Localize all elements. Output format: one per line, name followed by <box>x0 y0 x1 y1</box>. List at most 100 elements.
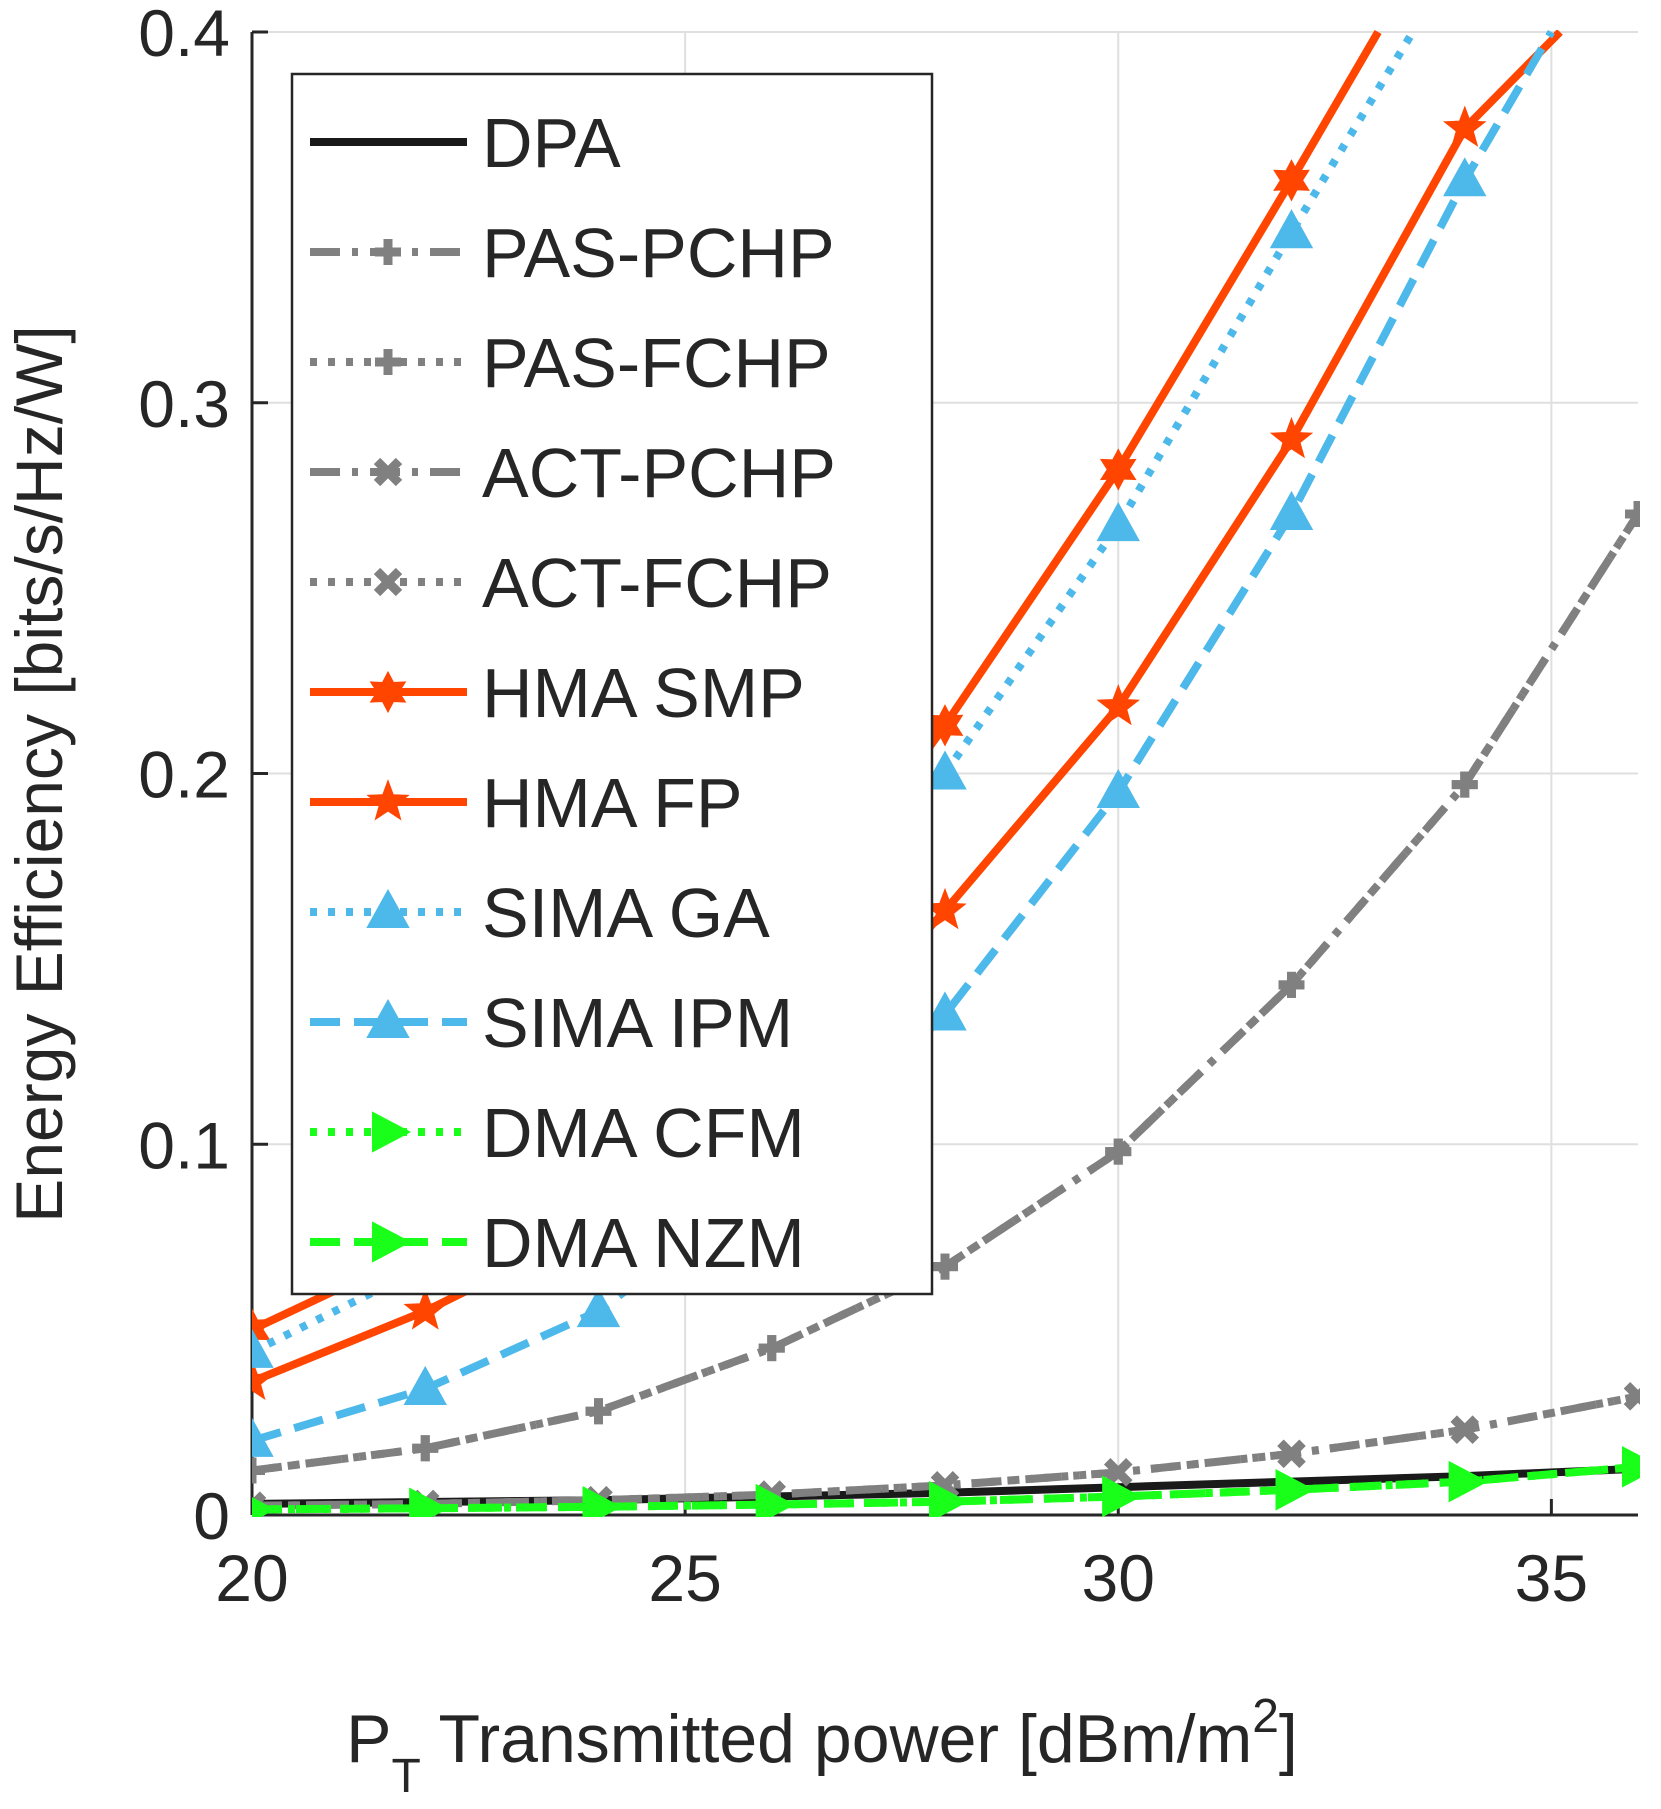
series-line-8 <box>252 30 1555 1445</box>
series-8-point-6 <box>1269 490 1314 530</box>
series-10-point-8 <box>1622 1446 1640 1488</box>
series-dma-nzm <box>252 1446 1640 1517</box>
legend-label-2: PAS-FCHP <box>482 324 831 402</box>
series-8-point-0 <box>252 1417 274 1457</box>
legend-label-0: DPA <box>482 104 621 182</box>
series-8-point-1 <box>403 1365 447 1405</box>
series-line-4 <box>252 1392 1639 1510</box>
legend-marker-4 <box>373 567 403 597</box>
series-4-point-6 <box>1277 1439 1306 1469</box>
legend-label-8: SIMA IPM <box>482 984 793 1062</box>
legend-marker-3 <box>373 457 403 487</box>
series-8-point-2 <box>576 1288 621 1328</box>
legend-entry-6: HMA FP <box>310 764 743 842</box>
legend-marker-8 <box>366 998 410 1038</box>
series-8-point-5 <box>1096 768 1140 809</box>
legend-label-1: PAS-PCHP <box>482 214 835 292</box>
legend-marker-1 <box>375 239 401 265</box>
series-4-point-5 <box>1104 1458 1133 1487</box>
plot-series <box>252 30 1640 1517</box>
x-axis-label-sub: T <box>392 1750 421 1803</box>
y-tick-label-0: 0 <box>193 1479 230 1553</box>
series-6-point-5 <box>1096 683 1141 726</box>
legend-marker-10 <box>372 1221 412 1263</box>
series-2-point-3 <box>758 1335 785 1362</box>
y-tick-label-2: 0.2 <box>138 738 230 812</box>
legend-marker-9 <box>372 1111 412 1153</box>
series-6-point-1 <box>403 1288 448 1330</box>
series-sima-ipm <box>252 30 1555 1457</box>
x-tick-label-20: 20 <box>215 1541 288 1615</box>
series-6-point-7 <box>1442 105 1487 147</box>
series-10-point-0 <box>252 1497 276 1517</box>
series-2-point-8 <box>1625 500 1640 527</box>
y-tick-label-3: 0.3 <box>138 367 230 441</box>
legend-entry-1: PAS-PCHP <box>310 214 835 292</box>
series-8-point-7 <box>1443 157 1487 197</box>
series-7-point-0 <box>252 1328 274 1368</box>
legend-marker-7 <box>366 888 410 928</box>
x-tick-label-30: 30 <box>1082 1541 1155 1615</box>
series-2-point-5 <box>1105 1138 1132 1165</box>
legend-label-5: HMA SMP <box>482 654 805 732</box>
series-10-point-3 <box>755 1483 795 1517</box>
x-axis-label-main: P <box>346 1701 391 1777</box>
series-8-point-4 <box>923 991 967 1031</box>
legend-label-7: SIMA GA <box>482 874 770 952</box>
legend-entry-0: DPA <box>310 104 621 182</box>
series-7-point-6 <box>1269 209 1314 249</box>
series-5-point-5 <box>1099 448 1137 491</box>
y-axis-label: Energy Efficiency [bits/s/Hz/W] <box>2 325 76 1222</box>
legend-entry-3: ACT-PCHP <box>310 434 836 512</box>
series-10-point-1 <box>409 1487 449 1517</box>
x-tick-label-35: 35 <box>1515 1541 1588 1615</box>
x-axis-label: PT Transmitted power [dBm/m2] <box>346 1690 1298 1803</box>
series-pas-fchp <box>252 500 1640 1484</box>
legend-marker-5 <box>369 670 407 714</box>
legend-entry-5: HMA SMP <box>310 654 805 732</box>
series-2-point-1 <box>412 1435 439 1462</box>
series-2-point-4 <box>932 1253 958 1280</box>
legend-label-9: DMA CFM <box>482 1094 805 1172</box>
tick-labels: 20 25 30 35 0 0.1 0.2 0.3 0.4 <box>138 0 1588 1615</box>
legend: DPA PAS-PCHP PAS-FCHP ACT-PCHP ACT-FCHP HMA S… <box>290 72 934 1296</box>
legend-marker-2 <box>375 349 401 375</box>
series-4-point-7 <box>1450 1415 1479 1444</box>
x-axis-label-sup: 2 <box>1252 1690 1279 1743</box>
legend-entry-8: SIMA IPM <box>310 984 793 1062</box>
legend-entry-2: PAS-FCHP <box>310 324 831 402</box>
series-5-point-6 <box>1273 159 1310 202</box>
legend-label-4: ACT-FCHP <box>482 544 832 622</box>
legend-entry-10: DMA NZM <box>310 1204 805 1282</box>
series-2-point-2 <box>585 1398 612 1425</box>
x-tick-label-25: 25 <box>648 1541 721 1615</box>
series-7-point-4 <box>923 750 967 790</box>
series-line-2 <box>252 511 1640 1475</box>
x-axis-label-rest: Transmitted power [dBm/m <box>421 1701 1252 1777</box>
series-10-point-6 <box>1275 1469 1315 1511</box>
series-7-point-5 <box>1096 502 1140 542</box>
series-4-point-8 <box>1623 1382 1640 1411</box>
series-10-point-7 <box>1448 1460 1488 1503</box>
legend-entry-4: ACT-FCHP <box>310 544 832 622</box>
series-10-point-5 <box>1102 1475 1142 1517</box>
legend-entry-7: SIMA GA <box>310 874 770 952</box>
legend-label-10: DMA NZM <box>482 1204 805 1282</box>
y-tick-label-4: 0.4 <box>138 0 230 70</box>
series-2-point-6 <box>1278 971 1305 998</box>
legend-label-3: ACT-PCHP <box>482 434 836 512</box>
series-6-point-0 <box>252 1358 274 1401</box>
series-10-point-2 <box>582 1486 622 1517</box>
series-10-point-4 <box>929 1480 969 1517</box>
legend-entry-9: DMA CFM <box>310 1094 805 1172</box>
x-axis-label-end: ] <box>1279 1701 1298 1777</box>
series-line-10 <box>252 1462 1639 1514</box>
y-tick-label-1: 0.1 <box>138 1108 230 1182</box>
legend-marker-6 <box>366 779 410 821</box>
series-6-point-6 <box>1269 416 1314 459</box>
legend-label-6: HMA FP <box>482 764 743 842</box>
series-2-point-7 <box>1451 771 1478 798</box>
series-2-point-0 <box>252 1457 265 1484</box>
